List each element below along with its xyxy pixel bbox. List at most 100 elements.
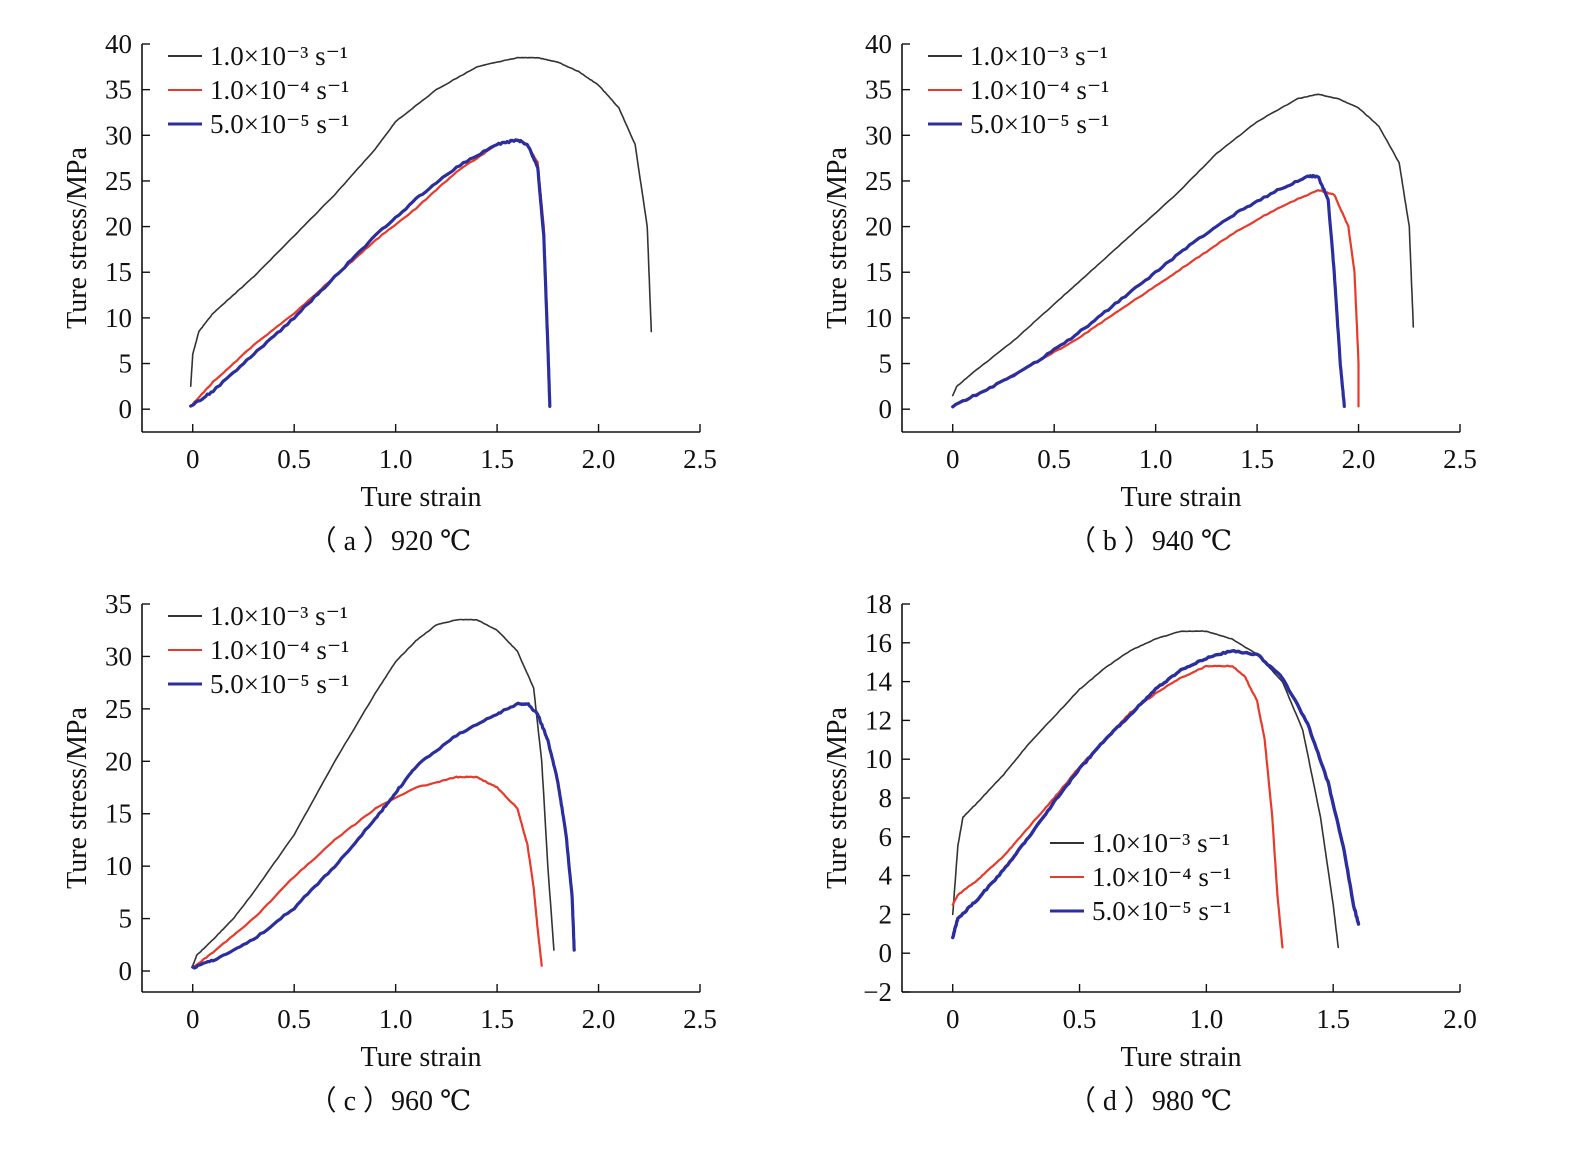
y-tick-label: 5 <box>879 349 893 379</box>
x-tick-label: 1.5 <box>480 1004 514 1034</box>
y-tick-label: 0 <box>119 394 133 424</box>
y-axis-title: Ture stress/MPa <box>62 147 93 329</box>
legend-label: 5.0×10⁻⁵ s⁻¹ <box>210 669 349 699</box>
y-tick-label: 0 <box>119 956 133 986</box>
y-tick-label: 15 <box>865 257 892 287</box>
x-tick-label: 2.0 <box>1342 444 1376 474</box>
y-tick-label: 35 <box>865 75 892 105</box>
y-tick-label: 2 <box>879 899 893 929</box>
x-tick-label: 0 <box>186 1004 200 1034</box>
y-tick-label: 12 <box>865 705 892 735</box>
series-line <box>951 649 1361 940</box>
y-tick-label: 10 <box>865 303 892 333</box>
y-tick-label: 20 <box>105 746 132 776</box>
series-line <box>191 618 555 967</box>
x-tick-label: 1.0 <box>1139 444 1173 474</box>
series-line <box>191 775 543 969</box>
x-tick-label: 0.5 <box>1037 444 1071 474</box>
x-axis-title: Ture strain <box>360 1042 481 1073</box>
chart-panel-b: 0 5 10 15 20 25 30 35 40 0 0.5 1.0 1.5 2.0 2.5 Ture str… <box>760 0 1520 565</box>
panel-caption: （ d ）980 ℃ <box>1068 1085 1232 1117</box>
x-tick-label: 1.0 <box>379 1004 413 1034</box>
y-tick-label: 10 <box>865 744 892 774</box>
series-line <box>951 664 1284 949</box>
y-axis-title: Ture stress/MPa <box>62 707 93 889</box>
y-tick-label: 5 <box>119 904 133 934</box>
y-tick-label: 40 <box>105 29 132 59</box>
x-tick-label: 1.5 <box>1316 1004 1350 1034</box>
series-line <box>189 56 653 387</box>
series-line <box>951 173 1346 409</box>
y-tick-label: 10 <box>105 851 132 881</box>
y-axis-title: Ture stress/MPa <box>822 147 853 329</box>
legend-label: 1.0×10⁻³ s⁻¹ <box>210 41 348 71</box>
x-tick-label: 1.0 <box>1189 1004 1223 1034</box>
legend-label: 1.0×10⁻⁴ s⁻¹ <box>970 75 1109 105</box>
x-tick-label: 0.5 <box>277 1004 311 1034</box>
y-tick-label: 5 <box>119 349 133 379</box>
y-tick-label: −2 <box>863 977 892 1007</box>
y-tick-label: 8 <box>879 783 893 813</box>
y-tick-label: 35 <box>105 75 132 105</box>
chart-svg: 0 5 10 15 20 25 30 35 40 0 0.5 1.0 1.5 2.0 2.5 Ture str… <box>62 29 717 557</box>
x-axis-title: Ture strain <box>360 482 481 513</box>
x-tick-label: 0 <box>946 444 960 474</box>
x-tick-label: 0 <box>186 444 200 474</box>
series-line <box>189 138 552 408</box>
x-tick-label: 0.5 <box>1063 1004 1097 1034</box>
x-tick-label: 0 <box>946 1004 960 1034</box>
x-tick-label: 0.5 <box>277 444 311 474</box>
y-axis-title: Ture stress/MPa <box>822 707 853 889</box>
x-axis-title: Ture strain <box>1120 1042 1241 1073</box>
legend-label: 1.0×10⁻⁴ s⁻¹ <box>210 75 349 105</box>
legend-label: 1.0×10⁻³ s⁻¹ <box>970 41 1108 71</box>
y-tick-label: 4 <box>879 861 893 891</box>
chart-svg: 0 5 10 15 20 25 30 35 40 0 0.5 1.0 1.5 2.0 2.5 Ture str… <box>822 29 1477 557</box>
x-tick-label: 1.5 <box>1240 444 1274 474</box>
x-axis-title: Ture strain <box>1120 482 1241 513</box>
y-tick-label: 10 <box>105 303 132 333</box>
panel-caption: （ c ）960 ℃ <box>309 1085 472 1117</box>
y-tick-label: 25 <box>105 166 132 196</box>
chart-panel-c: 0 5 10 15 20 25 30 35 0 0.5 1.0 1.5 2.0 2.5 Ture strai… <box>0 560 760 1125</box>
panel-caption: （ a ）920 ℃ <box>309 525 472 557</box>
chart-panel-d: −2 0 2 4 6 8 10 12 14 16 18 0 0.5 1.0 1.5 2.0 Ture strai… <box>760 560 1520 1125</box>
x-tick-label: 2.5 <box>683 444 717 474</box>
y-tick-label: 25 <box>105 694 132 724</box>
series-line <box>189 138 551 408</box>
y-tick-label: 35 <box>105 589 132 619</box>
x-tick-label: 1.0 <box>379 444 413 474</box>
x-tick-label: 2.5 <box>1443 444 1477 474</box>
y-tick-label: 16 <box>865 628 892 658</box>
x-tick-label: 2.0 <box>582 444 616 474</box>
x-tick-label: 1.5 <box>480 444 514 474</box>
y-tick-label: 0 <box>879 394 893 424</box>
y-tick-label: 20 <box>865 212 892 242</box>
y-tick-label: 30 <box>105 120 132 150</box>
y-tick-label: 20 <box>105 212 132 242</box>
y-tick-label: 15 <box>105 799 132 829</box>
x-tick-label: 2.5 <box>683 1004 717 1034</box>
legend-label: 1.0×10⁻⁴ s⁻¹ <box>1092 862 1231 892</box>
y-tick-label: 15 <box>105 257 132 287</box>
x-tick-label: 2.0 <box>1443 1004 1477 1034</box>
chart-svg: −2 0 2 4 6 8 10 12 14 16 18 0 0.5 1.0 1.5 2.0 Ture strai… <box>822 589 1477 1117</box>
y-tick-label: 40 <box>865 29 892 59</box>
legend-label: 5.0×10⁻⁵ s⁻¹ <box>1092 896 1231 926</box>
chart-svg: 0 5 10 15 20 25 30 35 0 0.5 1.0 1.5 2.0 2.5 Ture strai… <box>62 589 717 1117</box>
legend-label: 1.0×10⁻³ s⁻¹ <box>1092 828 1230 858</box>
legend-label: 1.0×10⁻⁴ s⁻¹ <box>210 635 349 665</box>
panel-caption: （ b ）940 ℃ <box>1068 525 1232 557</box>
series-line <box>951 630 1340 949</box>
legend-label: 5.0×10⁻⁵ s⁻¹ <box>970 109 1109 139</box>
series-line <box>191 701 576 970</box>
y-tick-label: 0 <box>879 938 893 968</box>
chart-panel-a: 0 5 10 15 20 25 30 35 40 0 0.5 1.0 1.5 2.0 2.5 Ture str… <box>0 0 760 565</box>
y-tick-label: 18 <box>865 589 892 619</box>
y-tick-label: 14 <box>865 667 893 697</box>
y-tick-label: 6 <box>879 822 893 852</box>
y-tick-label: 30 <box>865 120 892 150</box>
y-tick-label: 25 <box>865 166 892 196</box>
legend-label: 1.0×10⁻³ s⁻¹ <box>210 601 348 631</box>
series-line <box>951 93 1415 397</box>
